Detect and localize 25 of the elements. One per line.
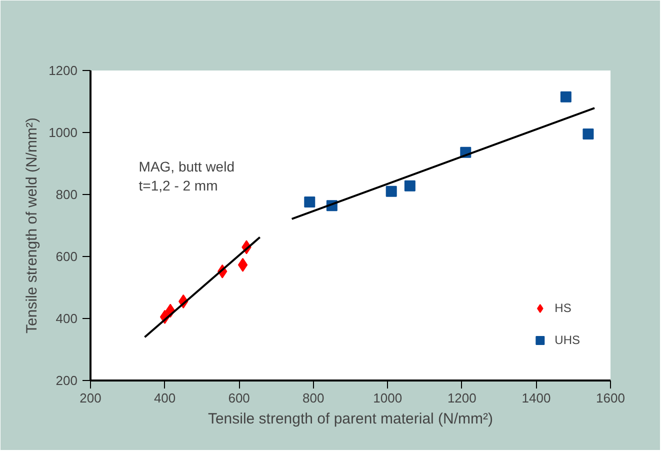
x-tick-label: 400	[154, 390, 176, 406]
point	[304, 196, 316, 208]
x-tick-label: 1400	[522, 390, 551, 406]
point	[404, 180, 416, 192]
x-tick-label: 200	[80, 390, 102, 406]
x-tick-label: 1000	[373, 390, 402, 406]
annotation: MAG, butt weld t=1,2 - 2 mm	[138, 158, 234, 194]
point	[238, 258, 248, 272]
legend-label: UHS	[554, 333, 580, 347]
y-tick-label: 800	[56, 187, 78, 202]
y-tick-label: 1200	[48, 63, 78, 78]
x-tick-label: 1200	[447, 390, 476, 406]
x-tick-label: 600	[228, 390, 250, 406]
y-tick-label: 200	[56, 373, 78, 388]
x-axis-title: Tensile strength of parent material (N/mm²)	[208, 410, 494, 428]
y-tick-label: 1000	[48, 125, 78, 140]
y-axis-title: Tensile strength of weld (N/mm²)	[24, 118, 41, 334]
y-tick-label: 600	[56, 249, 78, 264]
y-tick-label: 400	[56, 311, 78, 326]
point	[582, 128, 594, 140]
x-tick-label: 800	[302, 390, 324, 406]
point	[386, 186, 397, 197]
x-tick-label: 1600	[596, 390, 625, 406]
point	[560, 91, 572, 102]
legend-label: HS	[554, 301, 572, 315]
